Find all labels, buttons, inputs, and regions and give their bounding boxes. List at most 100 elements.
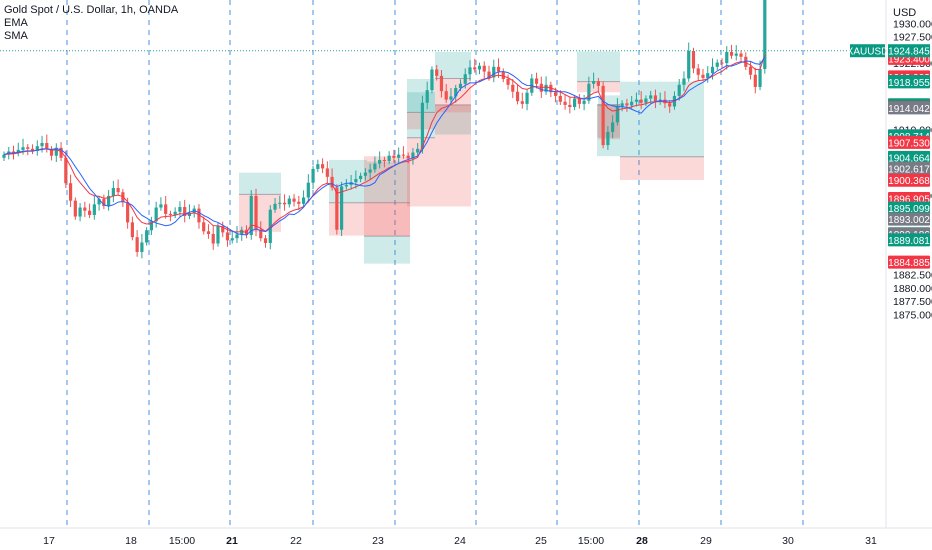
candle-body[interactable]	[644, 98, 648, 103]
candle-body[interactable]	[154, 207, 158, 222]
candle-body[interactable]	[601, 85, 605, 146]
candle-body[interactable]	[54, 147, 58, 156]
candle-body[interactable]	[21, 147, 25, 150]
candle-body[interactable]	[706, 73, 710, 78]
candle-body[interactable]	[206, 231, 211, 234]
candle-body[interactable]	[758, 68, 762, 87]
position-stop-zone[interactable]	[364, 236, 410, 264]
candle-body[interactable]	[202, 222, 206, 232]
time-axis[interactable]	[0, 528, 886, 550]
candle-body[interactable]	[611, 122, 615, 132]
candle-body[interactable]	[477, 65, 482, 70]
candle-body[interactable]	[78, 207, 82, 217]
candle-body[interactable]	[454, 87, 458, 97]
candle-body[interactable]	[230, 238, 234, 241]
price-axis[interactable]	[886, 0, 932, 550]
candle-body[interactable]	[563, 101, 567, 105]
candle-body[interactable]	[183, 207, 187, 217]
candle-body[interactable]	[553, 92, 558, 96]
candle-body[interactable]	[263, 238, 268, 243]
candle-body[interactable]	[287, 198, 291, 205]
candle-body[interactable]	[330, 176, 334, 188]
candle-body[interactable]	[240, 229, 244, 235]
candle-body[interactable]	[221, 226, 225, 233]
position-stop-zone[interactable]	[329, 202, 367, 236]
candle-body[interactable]	[64, 157, 68, 184]
candle-body[interactable]	[492, 66, 496, 78]
position-stop-zone[interactable]	[620, 156, 704, 181]
candle-body[interactable]	[173, 211, 177, 215]
candle-body[interactable]	[573, 98, 577, 108]
candle-body[interactable]	[630, 101, 634, 106]
candle-body[interactable]	[368, 169, 372, 173]
candle-body[interactable]	[340, 186, 344, 230]
symbol-badge[interactable]	[850, 44, 885, 58]
candle-body[interactable]	[615, 106, 619, 123]
candle-body[interactable]	[506, 78, 510, 85]
candle-body[interactable]	[254, 195, 258, 230]
candle-body[interactable]	[744, 56, 748, 67]
candle-body[interactable]	[710, 66, 715, 74]
candle-body[interactable]	[102, 199, 106, 206]
candle-body[interactable]	[534, 78, 539, 84]
candle-body[interactable]	[582, 100, 586, 104]
candle-body[interactable]	[387, 155, 391, 161]
indicator-sma-label[interactable]: SMA	[4, 30, 28, 42]
candle-body[interactable]	[639, 99, 643, 103]
candle-body[interactable]	[568, 104, 572, 108]
candle-body[interactable]	[606, 131, 610, 146]
candle-body[interactable]	[211, 233, 215, 244]
candle-body[interactable]	[92, 204, 96, 215]
candle-body[interactable]	[392, 155, 396, 158]
position-stop-zone[interactable]	[367, 202, 410, 237]
candle-body[interactable]	[473, 67, 477, 70]
candle-body[interactable]	[653, 95, 658, 102]
candle-body[interactable]	[587, 83, 591, 101]
candle-body[interactable]	[691, 50, 696, 69]
candle-body[interactable]	[753, 74, 757, 87]
candle-body[interactable]	[164, 204, 168, 214]
candle-body[interactable]	[625, 103, 629, 106]
candle-body[interactable]	[373, 163, 377, 170]
candle-body[interactable]	[544, 84, 548, 92]
ema-line[interactable]	[3, 54, 766, 233]
candle-body[interactable]	[420, 102, 425, 149]
candle-body[interactable]	[634, 99, 639, 102]
candle-body[interactable]	[45, 143, 49, 150]
candle-body[interactable]	[577, 98, 581, 104]
candle-body[interactable]	[259, 229, 263, 239]
candle-body[interactable]	[397, 154, 401, 158]
candle-body[interactable]	[501, 71, 505, 79]
candle-body[interactable]	[140, 242, 144, 252]
candle-body[interactable]	[26, 147, 30, 149]
candle-body[interactable]	[496, 66, 501, 72]
candle-body[interactable]	[359, 175, 363, 179]
candle-body[interactable]	[439, 75, 444, 92]
candle-body[interactable]	[145, 230, 149, 243]
candle-body[interactable]	[135, 237, 139, 252]
candle-body[interactable]	[35, 146, 39, 151]
candle-body[interactable]	[682, 78, 686, 85]
candle-body[interactable]	[216, 226, 220, 244]
candle-body[interactable]	[73, 200, 77, 217]
candle-body[interactable]	[468, 67, 472, 75]
candle-body[interactable]	[68, 183, 73, 201]
candle-body[interactable]	[382, 159, 386, 161]
candle-body[interactable]	[748, 66, 753, 75]
candle-body[interactable]	[16, 149, 20, 154]
candle-body[interactable]	[116, 187, 120, 193]
candle-body[interactable]	[620, 103, 624, 107]
candle-body[interactable]	[401, 154, 406, 156]
candle-body[interactable]	[444, 91, 448, 100]
candle-body[interactable]	[83, 207, 87, 211]
candle-body[interactable]	[126, 202, 130, 223]
indicator-ema-label[interactable]: EMA	[4, 17, 28, 29]
candle-body[interactable]	[687, 50, 691, 79]
candle-body[interactable]	[668, 103, 672, 107]
position-stop-zone[interactable]	[577, 51, 620, 82]
candle-body[interactable]	[335, 187, 339, 230]
candle-body[interactable]	[168, 213, 173, 215]
candle-body[interactable]	[59, 147, 63, 158]
position-target-zone[interactable]	[329, 159, 367, 203]
candle-body[interactable]	[178, 207, 182, 212]
